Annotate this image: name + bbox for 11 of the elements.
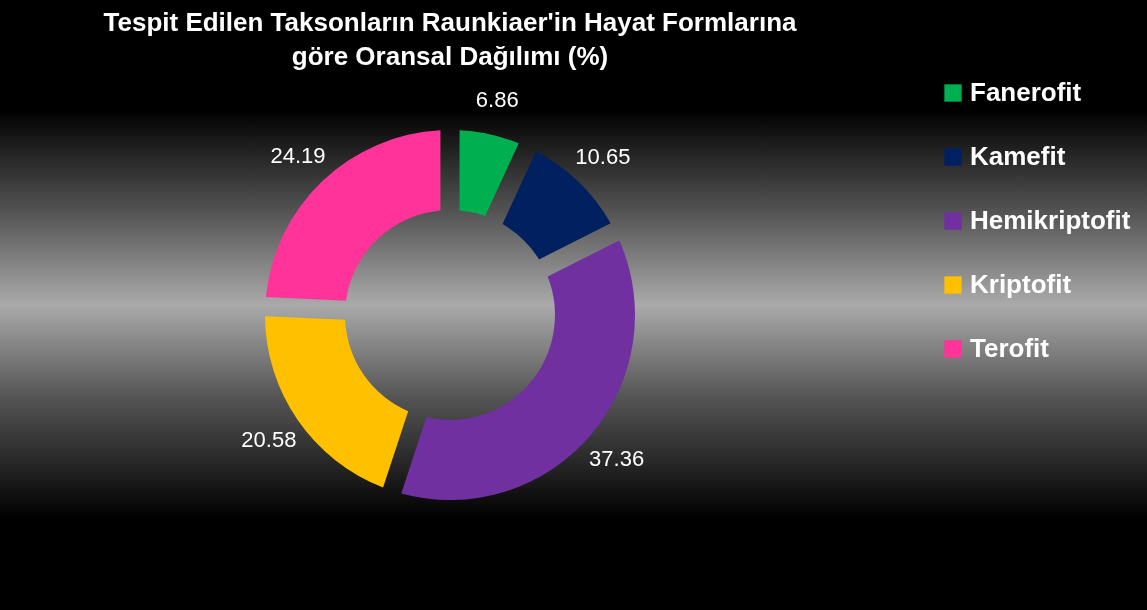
data-label: 24.19 (270, 142, 326, 168)
legend-label: Terofit (970, 333, 1050, 363)
data-label: 20.58 (241, 426, 297, 452)
data-label: 10.65 (575, 143, 631, 169)
legend-label: Kriptofit (970, 269, 1072, 299)
data-label: 37.36 (589, 445, 645, 471)
legend-label: Hemikriptofit (970, 205, 1131, 235)
legend-label: Fanerofit (970, 77, 1082, 107)
legend-label: Kamefit (970, 141, 1066, 171)
data-label: 6.86 (475, 87, 519, 113)
chart-title: Tespit Edilen Taksonların Raunkiaer'in Hayat Formlarına göre Oransal Dağılımı (%) (103, 7, 798, 71)
